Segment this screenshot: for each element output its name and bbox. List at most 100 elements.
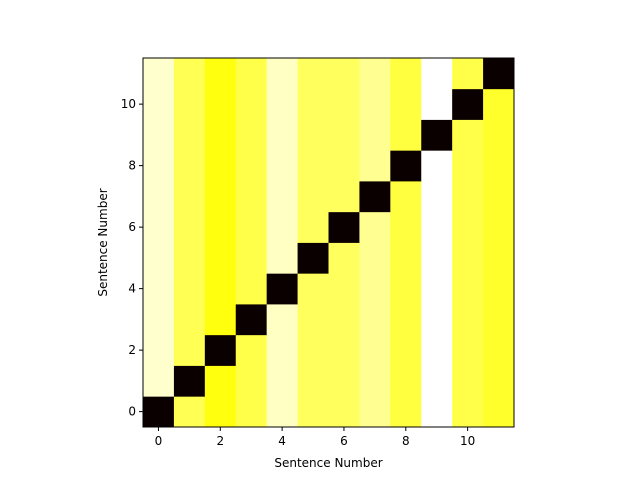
heatmap-cell-10-0: [143, 88, 175, 120]
heatmap-cell-10-3: [235, 88, 268, 120]
heatmap-cell-9-8: [390, 119, 422, 151]
heatmap-cell-10-10: [452, 88, 484, 120]
heatmap-cell-5-9: [421, 242, 453, 274]
y-tick-label: 4: [128, 282, 136, 296]
heatmap-cell-4-6: [328, 273, 360, 305]
heatmap-cell-8-5: [297, 150, 329, 182]
heatmap-cell-5-0: [143, 242, 175, 274]
heatmap-cell-2-3: [235, 334, 268, 366]
heatmap-cell-8-6: [328, 150, 360, 182]
heatmap-cell-5-10: [452, 242, 484, 274]
heatmap-cell-4-11: [483, 273, 515, 305]
heatmap-cell-1-1: [173, 365, 206, 397]
x-tick-label: 2: [216, 434, 224, 448]
heatmap-cell-9-1: [173, 119, 206, 151]
heatmap-cell-5-11: [483, 242, 515, 274]
heatmap-cell-6-10: [452, 211, 484, 243]
heatmap-cell-7-10: [452, 181, 484, 213]
heatmap-cell-4-8: [390, 273, 422, 305]
heatmap-cell-3-6: [328, 304, 360, 336]
heatmap-cell-2-10: [452, 334, 484, 366]
heatmap-cell-3-9: [421, 304, 453, 336]
heatmap-cell-4-0: [143, 273, 175, 305]
heatmap-cell-0-6: [328, 396, 360, 428]
heatmap-cell-7-11: [483, 181, 515, 213]
heatmap-cell-5-4: [266, 242, 298, 274]
heatmap-cell-10-2: [204, 88, 237, 120]
heatmap-cell-11-8: [390, 58, 422, 90]
heatmap-cell-1-10: [452, 365, 484, 397]
heatmap-cell-7-8: [390, 181, 422, 213]
heatmap-cell-10-8: [390, 88, 422, 120]
heatmap-cell-6-2: [204, 211, 237, 243]
heatmap-cell-3-4: [266, 304, 298, 336]
heatmap-cell-8-11: [483, 150, 515, 182]
heatmap-cell-11-7: [359, 58, 391, 90]
heatmap-cell-9-5: [297, 119, 329, 151]
heatmap-cell-9-6: [328, 119, 360, 151]
heatmap-cell-3-11: [483, 304, 515, 336]
heatmap-cell-7-0: [143, 181, 175, 213]
heatmap-cell-1-11: [483, 365, 515, 397]
heatmap-cell-6-7: [359, 211, 391, 243]
heatmap-cell-0-10: [452, 396, 484, 428]
y-tick-label: 0: [128, 405, 136, 419]
heatmap-cell-0-3: [235, 396, 268, 428]
heatmap-cell-5-7: [359, 242, 391, 274]
heatmap-cell-6-11: [483, 211, 515, 243]
heatmap-cell-9-10: [452, 119, 484, 151]
heatmap-cell-4-5: [297, 273, 329, 305]
heatmap-cell-2-8: [390, 334, 422, 366]
heatmap-cell-2-5: [297, 334, 329, 366]
x-axis-label: Sentence Number: [274, 456, 382, 470]
heatmap-cell-11-4: [266, 58, 298, 90]
heatmap-cell-11-3: [235, 58, 268, 90]
heatmap-cell-11-0: [143, 58, 175, 90]
heatmap-cell-2-0: [143, 334, 175, 366]
heatmap-cell-0-0: [143, 396, 175, 428]
heatmap-cell-3-7: [359, 304, 391, 336]
heatmap-cell-3-8: [390, 304, 422, 336]
heatmap-cell-7-9: [421, 181, 453, 213]
heatmap-cell-2-2: [204, 334, 237, 366]
heatmap-cell-1-4: [266, 365, 298, 397]
heatmap-cell-0-11: [483, 396, 515, 428]
heatmap-cell-5-5: [297, 242, 329, 274]
heatmap-cell-3-10: [452, 304, 484, 336]
heatmap-cell-11-10: [452, 58, 484, 90]
heatmap-cell-4-10: [452, 273, 484, 305]
heatmap-cell-11-5: [297, 58, 329, 90]
heatmap-cell-2-4: [266, 334, 298, 366]
heatmap-cell-8-10: [452, 150, 484, 182]
heatmap-cell-11-1: [173, 58, 206, 90]
heatmap-cell-6-9: [421, 211, 453, 243]
heatmap-cell-9-2: [204, 119, 237, 151]
heatmap-cell-1-0: [143, 365, 175, 397]
heatmap-cell-8-4: [266, 150, 298, 182]
x-tick-label: 6: [340, 434, 348, 448]
heatmap-cell-0-7: [359, 396, 391, 428]
heatmap-cell-4-1: [173, 273, 206, 305]
heatmap-cell-6-1: [173, 211, 206, 243]
heatmap-cell-1-6: [328, 365, 360, 397]
heatmap-cell-2-9: [421, 334, 453, 366]
heatmap-cell-10-6: [328, 88, 360, 120]
heatmap-cell-6-8: [390, 211, 422, 243]
heatmap-cell-0-2: [204, 396, 237, 428]
heatmap-cell-2-1: [173, 334, 206, 366]
heatmap-cell-4-9: [421, 273, 453, 305]
heatmap-cell-6-0: [143, 211, 175, 243]
heatmap-cell-1-3: [235, 365, 268, 397]
heatmap-cell-11-9: [421, 58, 453, 90]
heatmap-cell-10-7: [359, 88, 391, 120]
heatmap-cell-4-3: [235, 273, 268, 305]
heatmap-cell-8-2: [204, 150, 237, 182]
heatmap-cell-3-5: [297, 304, 329, 336]
heatmap-cell-9-0: [143, 119, 175, 151]
x-tick-label: 10: [460, 434, 475, 448]
y-tick-label: 8: [128, 159, 136, 173]
heatmap-cell-8-3: [235, 150, 268, 182]
heatmap-cell-0-9: [421, 396, 453, 428]
heatmap-cell-1-9: [421, 365, 453, 397]
heatmap-cell-11-2: [204, 58, 237, 90]
